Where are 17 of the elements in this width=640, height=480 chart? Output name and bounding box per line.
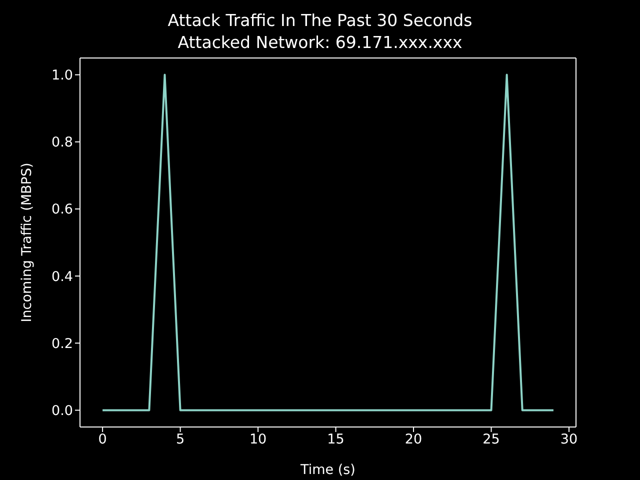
y-tick-label: 0.8 [52, 134, 73, 151]
x-tick-label: 30 [560, 432, 578, 448]
y-tick-label: 0.0 [52, 403, 73, 420]
chart-subtitle: Attacked Network: 69.171.xxx.xxx [176, 32, 464, 54]
y-tick-label: 1.0 [52, 68, 73, 84]
y-tick-label: 0.2 [52, 336, 73, 352]
x-axis-title: Time (s) [300, 462, 356, 478]
x-tick-label: 5 [176, 432, 185, 448]
x-tick-label: 10 [249, 432, 267, 448]
x-tick-label: 0 [98, 432, 107, 448]
y-axis-title: Incoming Traffic (MBPS) [18, 162, 35, 322]
x-tick-label: 15 [327, 432, 344, 448]
y-tick-label: 0.6 [52, 202, 73, 218]
x-tick-label: 20 [404, 432, 422, 448]
x-tick-label: 25 [482, 432, 500, 448]
y-tick-label: 0.4 [52, 268, 73, 285]
chart-title: Attack Traffic In The Past 30 Seconds [166, 10, 474, 32]
